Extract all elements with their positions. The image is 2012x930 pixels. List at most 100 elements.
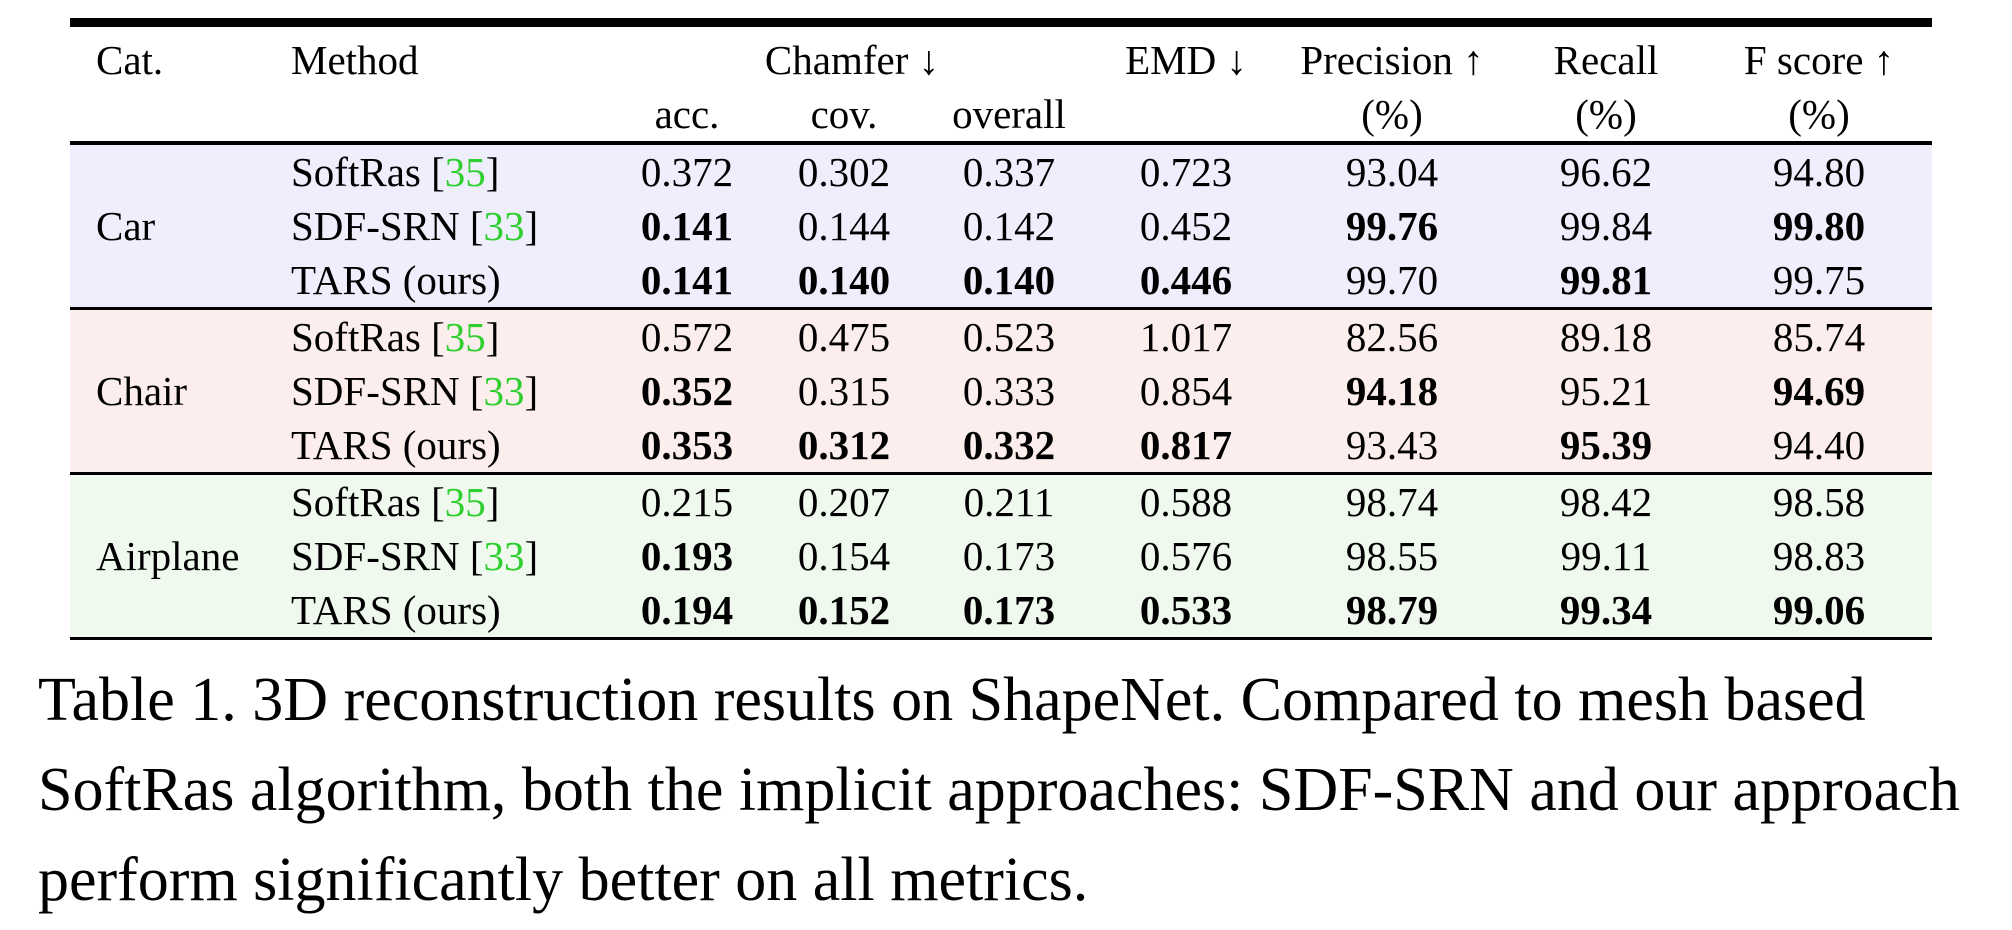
cov-cell: 0.475: [764, 308, 924, 364]
acc-cell: 0.193: [610, 529, 764, 583]
recall-cell: 99.81: [1506, 253, 1707, 310]
acc-cell: 0.215: [610, 473, 764, 529]
results-table-container: Cat. Method Chamfer ↓ EMD ↓ Precision ↑ …: [70, 18, 1933, 640]
overall-cell: 0.523: [924, 308, 1095, 364]
fscore-cell: 94.69: [1706, 364, 1933, 418]
header-fscore-unit: (%): [1706, 87, 1933, 145]
header-precision: Precision ↑: [1278, 18, 1507, 87]
fscore-cell: 98.58: [1706, 473, 1933, 529]
method-cell: SDF-SRN [33]: [283, 199, 610, 253]
emd-cell: 0.854: [1094, 364, 1279, 418]
emd-cell: 0.817: [1094, 418, 1279, 475]
fscore-cell: 94.80: [1706, 143, 1933, 199]
overall-cell: 0.337: [924, 143, 1095, 199]
recall-cell: 96.62: [1506, 143, 1707, 199]
precision-cell: 99.76: [1278, 199, 1507, 253]
header-blank-method: [283, 87, 610, 145]
results-table: Cat. Method Chamfer ↓ EMD ↓ Precision ↑ …: [70, 18, 1933, 640]
fscore-cell: 99.75: [1706, 253, 1933, 310]
recall-cell: 95.39: [1506, 418, 1707, 475]
method-cell: TARS (ours): [283, 253, 610, 310]
cat-cell: [70, 253, 283, 310]
cat-cell: Car: [70, 199, 283, 253]
method-cell: SoftRas [35]: [283, 473, 610, 529]
header-recall-unit: (%): [1506, 87, 1707, 145]
acc-cell: 0.194: [610, 583, 764, 640]
precision-cell: 93.04: [1278, 143, 1507, 199]
fscore-cell: 98.83: [1706, 529, 1933, 583]
table-row: Chair SDF-SRN [33] 0.352 0.315 0.333 0.8…: [70, 364, 1933, 418]
fscore-cell: 99.80: [1706, 199, 1933, 253]
header-cat: Cat.: [70, 18, 283, 87]
table-row: TARS (ours) 0.141 0.140 0.140 0.446 99.7…: [70, 253, 1933, 310]
header-overall: overall: [924, 87, 1095, 145]
cov-cell: 0.140: [764, 253, 924, 310]
table-row: TARS (ours) 0.353 0.312 0.332 0.817 93.4…: [70, 418, 1933, 475]
fscore-cell: 85.74: [1706, 308, 1933, 364]
cov-cell: 0.152: [764, 583, 924, 640]
acc-cell: 0.572: [610, 308, 764, 364]
header-blank-emd: [1094, 87, 1279, 145]
emd-cell: 1.017: [1094, 308, 1279, 364]
cat-cell: [70, 143, 283, 199]
recall-cell: 99.11: [1506, 529, 1707, 583]
cov-cell: 0.312: [764, 418, 924, 475]
method-cell: SoftRas [35]: [283, 308, 610, 364]
cat-cell: Airplane: [70, 529, 283, 583]
table-row: SoftRas [35] 0.215 0.207 0.211 0.588 98.…: [70, 473, 1933, 529]
header-chamfer: Chamfer ↓: [610, 18, 1095, 87]
header-row-2: acc. cov. overall (%) (%) (%): [70, 87, 1933, 145]
citation-link[interactable]: 35: [444, 149, 486, 195]
acc-cell: 0.141: [610, 199, 764, 253]
precision-cell: 94.18: [1278, 364, 1507, 418]
citation-link[interactable]: 33: [483, 368, 525, 414]
emd-cell: 0.446: [1094, 253, 1279, 310]
acc-cell: 0.353: [610, 418, 764, 475]
overall-cell: 0.142: [924, 199, 1095, 253]
fscore-cell: 99.06: [1706, 583, 1933, 640]
table-row: Airplane SDF-SRN [33] 0.193 0.154 0.173 …: [70, 529, 1933, 583]
header-fscore: F score ↑: [1706, 18, 1933, 87]
precision-cell: 98.74: [1278, 473, 1507, 529]
group-chair: SoftRas [35] 0.572 0.475 0.523 1.017 82.…: [70, 308, 1933, 475]
header-method: Method: [283, 18, 610, 87]
header-cov: cov.: [764, 87, 924, 145]
acc-cell: 0.352: [610, 364, 764, 418]
cat-cell: Chair: [70, 364, 283, 418]
precision-cell: 82.56: [1278, 308, 1507, 364]
method-cell: TARS (ours): [283, 583, 610, 640]
method-cell: SDF-SRN [33]: [283, 364, 610, 418]
method-cell: SoftRas [35]: [283, 143, 610, 199]
recall-cell: 99.34: [1506, 583, 1707, 640]
recall-cell: 99.84: [1506, 199, 1707, 253]
emd-cell: 0.533: [1094, 583, 1279, 640]
group-car: SoftRas [35] 0.372 0.302 0.337 0.723 93.…: [70, 143, 1933, 310]
precision-cell: 98.55: [1278, 529, 1507, 583]
header-precision-unit: (%): [1278, 87, 1507, 145]
overall-cell: 0.173: [924, 583, 1095, 640]
overall-cell: 0.173: [924, 529, 1095, 583]
header-row-1: Cat. Method Chamfer ↓ EMD ↓ Precision ↑ …: [70, 18, 1933, 87]
recall-cell: 95.21: [1506, 364, 1707, 418]
table-row: SoftRas [35] 0.572 0.475 0.523 1.017 82.…: [70, 308, 1933, 364]
group-airplane: SoftRas [35] 0.215 0.207 0.211 0.588 98.…: [70, 473, 1933, 640]
citation-link[interactable]: 33: [483, 533, 525, 579]
emd-cell: 0.588: [1094, 473, 1279, 529]
citation-link[interactable]: 33: [483, 203, 525, 249]
precision-cell: 93.43: [1278, 418, 1507, 475]
cat-cell: [70, 418, 283, 475]
header-blank-cat: [70, 87, 283, 145]
cov-cell: 0.154: [764, 529, 924, 583]
table-row: Car SDF-SRN [33] 0.141 0.144 0.142 0.452…: [70, 199, 1933, 253]
emd-cell: 0.576: [1094, 529, 1279, 583]
cat-cell: [70, 583, 283, 640]
citation-link[interactable]: 35: [444, 314, 486, 360]
overall-cell: 0.333: [924, 364, 1095, 418]
citation-link[interactable]: 35: [444, 479, 486, 525]
overall-cell: 0.332: [924, 418, 1095, 475]
overall-cell: 0.140: [924, 253, 1095, 310]
fscore-cell: 94.40: [1706, 418, 1933, 475]
cov-cell: 0.144: [764, 199, 924, 253]
header-emd: EMD ↓: [1094, 18, 1279, 87]
acc-cell: 0.141: [610, 253, 764, 310]
